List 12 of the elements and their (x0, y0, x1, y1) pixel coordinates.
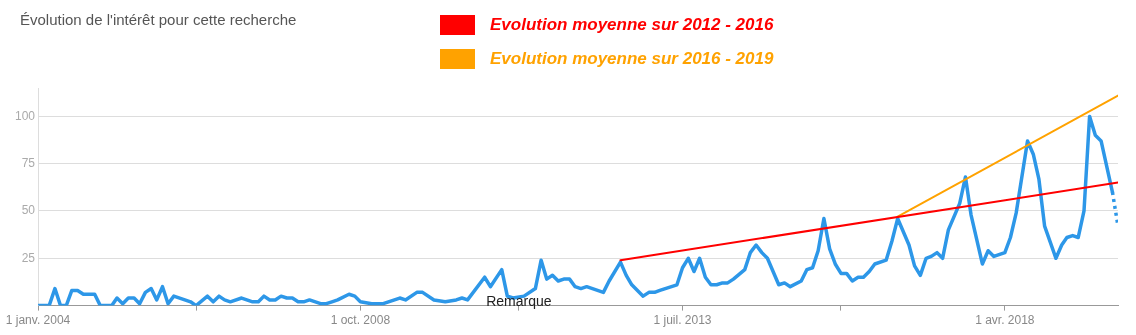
legend-label: Evolution moyenne sur 2016 - 2019 (490, 49, 774, 69)
y-tick-label: 50 (21, 203, 36, 218)
y-tick-label: 100 (14, 108, 36, 123)
x-tick-label: 1 oct. 2008 (330, 313, 391, 328)
legend-label: Evolution moyenne sur 2012 - 2016 (490, 15, 774, 35)
chart-title: Évolution de l'intérêt pour cette recherche (20, 11, 297, 28)
y-tick-label: 25 (21, 250, 36, 265)
x-tick-label: 1 juil. 2013 (653, 313, 712, 328)
y-tick-label: 75 (21, 156, 36, 170)
x-tick-label: 1 avr. 2018 (975, 313, 1035, 328)
annotation: Remarque (486, 292, 552, 309)
x-tick-label: 1 janv. 2004 (5, 313, 71, 328)
